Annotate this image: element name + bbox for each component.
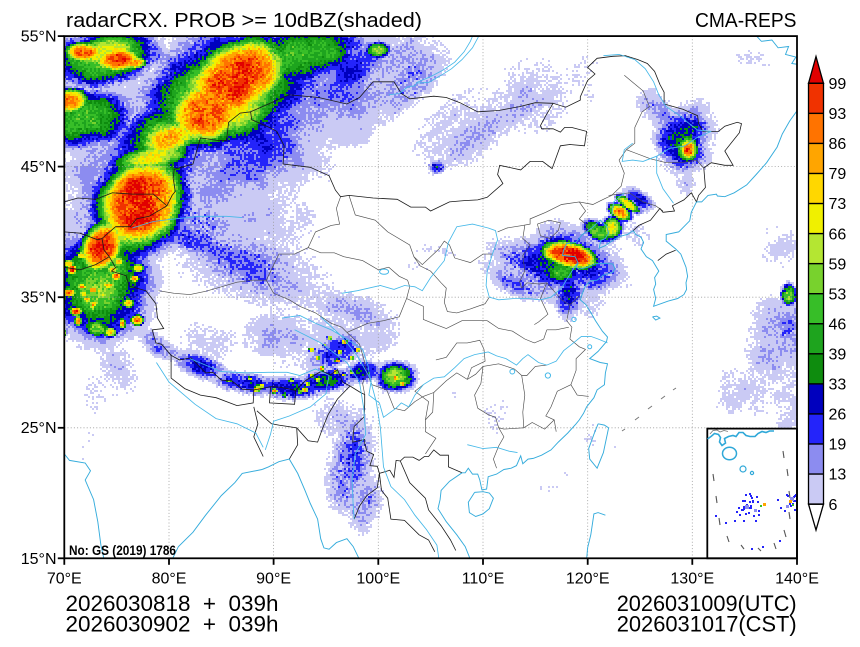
svg-text:2026031009(UTC): 2026031009(UTC): [617, 591, 797, 616]
svg-text:2026030818 + 039h: 2026030818 + 039h: [66, 591, 279, 616]
svg-text:39: 39: [829, 347, 847, 364]
svg-text:90°E: 90°E: [256, 571, 291, 588]
svg-text:80°E: 80°E: [152, 571, 187, 588]
svg-text:19: 19: [829, 437, 847, 454]
svg-text:86: 86: [829, 136, 847, 153]
svg-text:2026030902 + 039h: 2026030902 + 039h: [66, 612, 279, 637]
svg-text:CMA-REPS: CMA-REPS: [695, 9, 797, 32]
svg-text:radarCRX. PROB >= 10dBZ(shaded: radarCRX. PROB >= 10dBZ(shaded): [66, 9, 422, 32]
svg-text:53: 53: [829, 286, 847, 303]
svg-text:140°E: 140°E: [775, 571, 819, 588]
svg-text:25°N: 25°N: [21, 420, 57, 437]
svg-text:66: 66: [829, 226, 847, 243]
svg-text:100°E: 100°E: [356, 571, 400, 588]
svg-text:120°E: 120°E: [566, 571, 610, 588]
svg-text:No: GS (2019) 1786: No: GS (2019) 1786: [69, 543, 176, 558]
svg-text:70°E: 70°E: [47, 571, 82, 588]
svg-text:59: 59: [829, 256, 847, 273]
svg-text:46: 46: [829, 317, 847, 334]
svg-text:6: 6: [829, 497, 838, 514]
svg-text:35°N: 35°N: [21, 290, 57, 307]
svg-text:93: 93: [829, 106, 847, 123]
svg-text:79: 79: [829, 166, 847, 183]
svg-text:33: 33: [829, 377, 847, 394]
svg-text:2026031017(CST): 2026031017(CST): [617, 612, 797, 637]
svg-text:55°N: 55°N: [21, 29, 57, 46]
svg-text:99: 99: [829, 76, 847, 93]
svg-text:73: 73: [829, 196, 847, 213]
svg-text:15°N: 15°N: [21, 551, 57, 568]
svg-text:13: 13: [829, 467, 847, 484]
svg-text:110°E: 110°E: [462, 571, 505, 588]
svg-text:45°N: 45°N: [21, 159, 57, 176]
svg-text:26: 26: [829, 407, 847, 424]
svg-text:130°E: 130°E: [670, 571, 714, 588]
